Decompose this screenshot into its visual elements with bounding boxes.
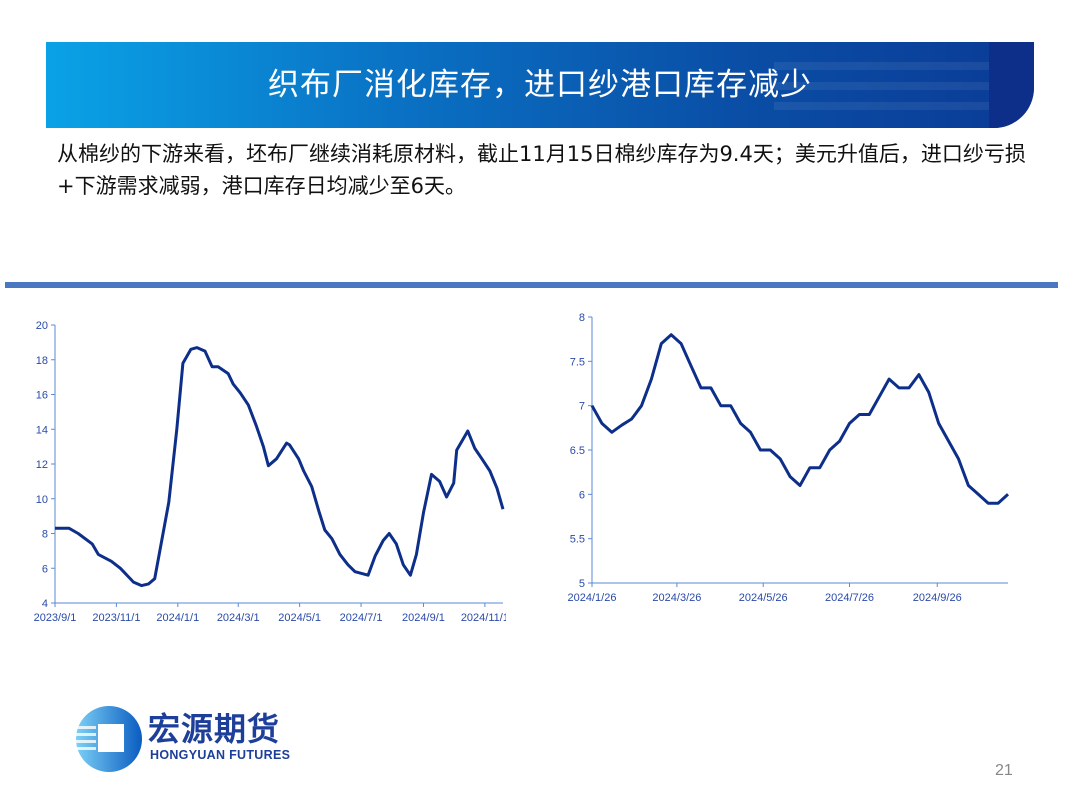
y-tick-label: 5.5 [570,534,585,546]
y-tick-label: 5 [579,578,585,590]
logo-mark-icon [76,706,142,772]
series-line [55,346,505,588]
x-tick-label: 2024/7/1 [340,612,383,624]
y-tick-label: 10 [36,494,48,506]
y-tick-label: 4 [42,598,48,610]
x-tick-label: 2024/5/26 [739,592,788,604]
logo-text-en: HONGYUAN FUTURES [150,748,291,762]
x-tick-label: 2024/1/1 [156,612,199,624]
y-tick-label: 14 [36,424,48,436]
x-tick-label: 2024/7/26 [825,592,874,604]
x-tick-label: 2024/9/1 [402,612,445,624]
x-tick-label: 2024/3/26 [652,592,701,604]
y-tick-label: 6 [42,563,48,575]
x-tick-label: 2023/11/1 [92,612,140,624]
slide-body-text: 从棉纱的下游来看，坯布厂继续消耗原材料，截止11月15日棉纱库存为9.4天；美元… [57,142,1026,198]
y-tick-label: 20 [36,320,48,332]
chart-cotton-yarn-inventory: 4 6 8 10 12 14 16 18 20 2023/9/1 2023/11/1 2024/1/1… [34,320,509,624]
logo-text-cn: 宏源期货 [148,710,281,748]
x-tick-label: 2024/11/1 [461,612,509,624]
slide-title: 织布厂消化库存，进口纱港口库存减少 [268,67,812,103]
y-tick-label: 12 [36,459,48,471]
x-tick-label: 2024/1/26 [568,592,617,604]
title-banner: 织布厂消化库存，进口纱港口库存减少 [46,42,1034,128]
y-tick-label: 8 [579,312,585,324]
y-tick-label: 6.5 [570,445,585,457]
x-tick-label: 2023/9/1 [34,612,77,624]
x-tick-label: 2024/5/1 [278,612,321,624]
divider [5,282,1058,288]
y-tick-label: 16 [36,390,48,402]
y-tick-label: 6 [579,489,585,501]
series-line [590,333,1010,505]
page-number: 21 [995,762,1013,779]
chart-port-inventory: 5 5.5 6 6.5 7 7.5 8 2024/1/26 2024/3/26 2024/5/26… [568,312,1010,604]
x-tick-label: 2024/3/1 [217,612,260,624]
y-tick-label: 7.5 [570,356,585,368]
y-tick-label: 18 [36,355,48,367]
y-tick-label: 8 [42,529,48,541]
y-tick-label: 7 [579,401,585,413]
x-tick-label: 2024/9/26 [913,592,962,604]
